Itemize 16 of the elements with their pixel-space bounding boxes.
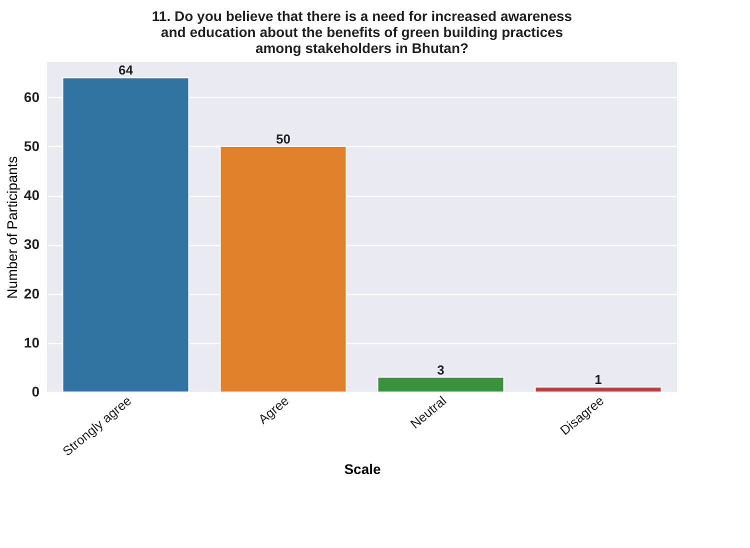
data-label: 50: [276, 131, 290, 146]
data-label: 1: [594, 372, 602, 388]
y-tick-label: 30: [24, 236, 40, 252]
y-tick-label: 50: [24, 138, 40, 154]
y-tick-label: 10: [24, 334, 40, 350]
bar: [534, 386, 662, 392]
x-axis-title: Scale: [344, 460, 382, 477]
y-tick-label: 60: [24, 88, 40, 105]
y-axis-title: Number of Participants: [4, 156, 20, 299]
data-label: 64: [118, 62, 134, 78]
y-tick-label: 20: [24, 285, 40, 302]
y-tick-label: 0: [32, 384, 40, 400]
y-tick-label: 40: [24, 187, 40, 204]
bar: [377, 376, 504, 392]
chart-title: 11. Do you believe that there is a need for increased awareness and education about the benefits of green building practices among stakeholders in Bhutan?: [152, 8, 572, 56]
data-label: 3: [437, 362, 444, 378]
